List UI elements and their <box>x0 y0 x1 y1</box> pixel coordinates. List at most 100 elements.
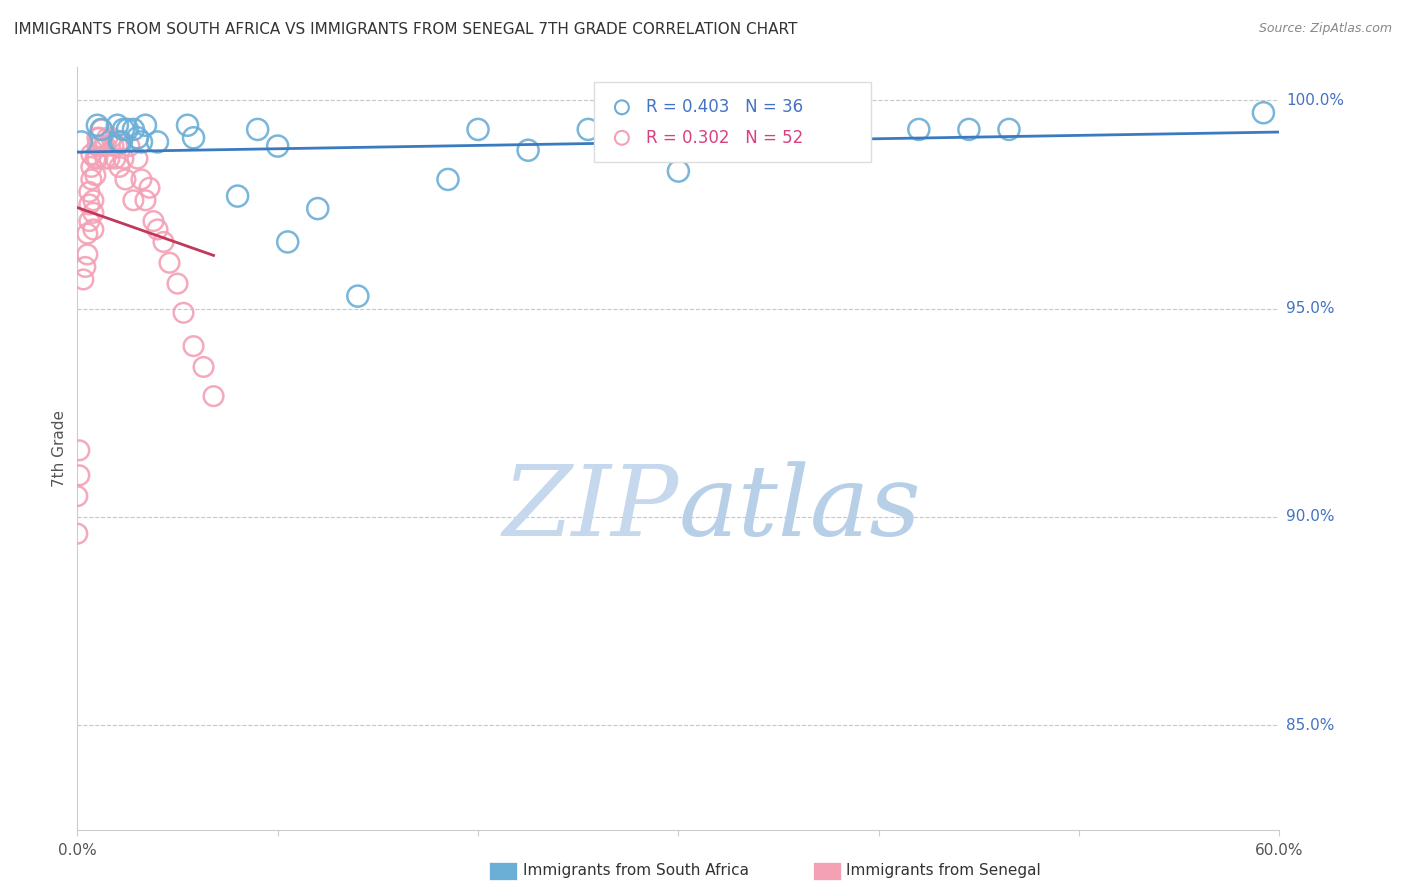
Point <box>307 202 329 216</box>
Point <box>107 118 129 132</box>
Point <box>138 180 160 194</box>
Point <box>80 160 103 174</box>
Point <box>202 389 225 403</box>
Point <box>617 122 640 136</box>
Point <box>76 247 98 261</box>
Point <box>797 122 820 136</box>
Point <box>127 152 149 166</box>
Point <box>89 139 111 153</box>
Point <box>146 222 169 236</box>
Point <box>82 194 104 208</box>
Text: 0.0%: 0.0% <box>58 843 97 858</box>
Point <box>828 122 851 136</box>
Text: ZIP: ZIP <box>502 461 679 557</box>
Point <box>517 143 540 157</box>
Point <box>193 359 215 374</box>
Point <box>67 468 90 483</box>
Point <box>717 122 740 136</box>
Point <box>107 139 129 153</box>
Point <box>226 189 249 203</box>
Point <box>183 130 205 145</box>
Point <box>108 160 131 174</box>
Point <box>79 185 101 199</box>
Point <box>437 172 460 186</box>
Point <box>79 214 101 228</box>
Point <box>90 122 112 136</box>
Point <box>277 235 299 249</box>
Point <box>82 222 104 236</box>
Point <box>134 118 156 132</box>
Point <box>104 152 127 166</box>
Text: Immigrants from South Africa: Immigrants from South Africa <box>523 863 749 878</box>
Point <box>93 139 115 153</box>
Point <box>96 130 118 145</box>
Point <box>112 152 135 166</box>
Point <box>66 526 89 541</box>
Point <box>103 139 125 153</box>
Y-axis label: 7th Grade: 7th Grade <box>52 409 67 487</box>
Point <box>957 122 980 136</box>
Point <box>267 139 290 153</box>
Point <box>80 172 103 186</box>
Point <box>576 122 599 136</box>
Point <box>152 235 174 249</box>
Point <box>98 152 121 166</box>
Text: IMMIGRANTS FROM SOUTH AFRICA VS IMMIGRANTS FROM SENEGAL 7TH GRADE CORRELATION CH: IMMIGRANTS FROM SOUTH AFRICA VS IMMIGRAN… <box>14 22 797 37</box>
Point <box>67 443 90 458</box>
Point <box>110 135 132 149</box>
Text: 95.0%: 95.0% <box>1286 301 1334 316</box>
Point <box>94 152 117 166</box>
Text: 100.0%: 100.0% <box>1286 93 1344 108</box>
Point <box>90 122 112 136</box>
Point <box>114 172 136 186</box>
Text: R = 0.403   N = 36: R = 0.403 N = 36 <box>645 98 803 116</box>
Point <box>467 122 489 136</box>
Point <box>84 168 107 182</box>
Point <box>82 206 104 220</box>
Point <box>89 130 111 145</box>
Point <box>347 289 370 303</box>
Point <box>127 130 149 145</box>
Point <box>668 164 690 178</box>
Point <box>146 135 169 149</box>
Point <box>122 122 145 136</box>
Point <box>173 306 195 320</box>
Point <box>998 122 1021 136</box>
Point <box>131 172 153 186</box>
Point <box>974 481 997 495</box>
Point <box>108 135 131 149</box>
Point <box>159 256 181 270</box>
Text: Immigrants from Senegal: Immigrants from Senegal <box>846 863 1042 878</box>
Text: 90.0%: 90.0% <box>1286 509 1334 524</box>
Point <box>131 135 153 149</box>
Text: 85.0%: 85.0% <box>1286 718 1334 733</box>
Point <box>974 314 997 328</box>
Point <box>778 130 800 145</box>
Point <box>86 152 108 166</box>
Point <box>72 272 94 286</box>
Point <box>79 197 101 211</box>
Point <box>66 489 89 503</box>
Point <box>838 122 860 136</box>
Point <box>100 130 122 145</box>
Point <box>908 122 931 136</box>
Point <box>142 214 165 228</box>
FancyBboxPatch shape <box>595 82 870 162</box>
Point <box>94 139 117 153</box>
Text: atlas: atlas <box>679 461 921 557</box>
Text: 60.0%: 60.0% <box>1256 843 1303 858</box>
Point <box>86 118 108 132</box>
Point <box>70 135 93 149</box>
Point <box>76 227 98 241</box>
Point <box>112 122 135 136</box>
Point <box>134 194 156 208</box>
Point <box>176 118 198 132</box>
Point <box>86 130 108 145</box>
Point <box>183 339 205 353</box>
Point <box>84 152 107 166</box>
Point <box>75 260 97 274</box>
Point <box>118 139 141 153</box>
Point <box>80 147 103 161</box>
Point <box>122 194 145 208</box>
Point <box>86 139 108 153</box>
